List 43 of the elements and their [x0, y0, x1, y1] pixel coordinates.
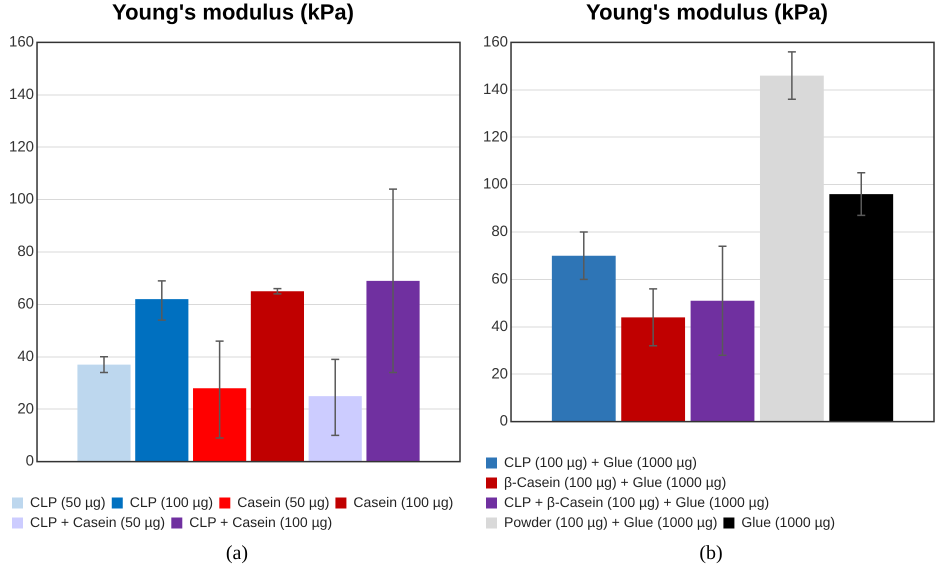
y-tick-label: 60	[17, 296, 34, 313]
y-tick-label: 20	[491, 365, 508, 382]
bar	[552, 256, 616, 422]
legend-label: Glue (1000 µg)	[741, 514, 836, 530]
legend-label: CLP + β-Casein (100 µg) + Glue (1000 µg)	[504, 494, 770, 510]
chart-title: Young's modulus (kPa)	[586, 0, 828, 24]
y-tick-label: 140	[8, 86, 34, 103]
y-tick-label: 20	[17, 400, 34, 418]
y-tick-label: 0	[26, 452, 34, 470]
y-tick-label: 60	[491, 270, 508, 288]
y-tick-label: 120	[8, 138, 34, 156]
legend-label: CLP + Casein (50 µg)	[30, 514, 166, 530]
legend-label: CLP (50 µg)	[30, 494, 106, 510]
bar	[829, 194, 894, 422]
bar	[308, 396, 362, 462]
chart-title: Young's modulus (kPa)	[112, 0, 354, 24]
bar	[621, 317, 686, 422]
bar	[250, 291, 304, 462]
legend-label: Casein (50 µg)	[237, 494, 330, 510]
y-tick-label: 100	[8, 190, 34, 208]
legend-label: Powder (100 µg) + Glue (1000 µg)	[504, 514, 718, 530]
legend-label: CLP (100 µg)	[130, 494, 214, 510]
bar	[77, 364, 131, 462]
text: (b)	[699, 542, 723, 565]
legend-label: β-Casein (100 µg) + Glue (1000 µg)	[504, 474, 726, 490]
y-tick-label: 80	[491, 223, 508, 240]
y-tick-label: 120	[482, 128, 508, 146]
bar	[366, 280, 420, 462]
legend-label: Casein (100 µg)	[353, 494, 454, 510]
legend-label: CLP + Casein (100 µg)	[189, 514, 332, 530]
bar	[135, 299, 188, 462]
legend-label: CLP (100 µg) + Glue (1000 µg)	[504, 454, 697, 470]
y-tick-label: 40	[491, 318, 508, 335]
y-tick-label: 160	[482, 34, 508, 51]
bar	[193, 388, 246, 462]
y-tick-label: 140	[482, 80, 508, 98]
text: (a)	[226, 542, 248, 565]
y-tick-label: 40	[17, 348, 34, 365]
bar	[690, 300, 754, 422]
y-tick-label: 80	[17, 243, 34, 260]
y-tick-label: 0	[500, 412, 508, 430]
y-tick-label: 100	[482, 176, 508, 193]
y-tick-label: 160	[8, 34, 34, 51]
